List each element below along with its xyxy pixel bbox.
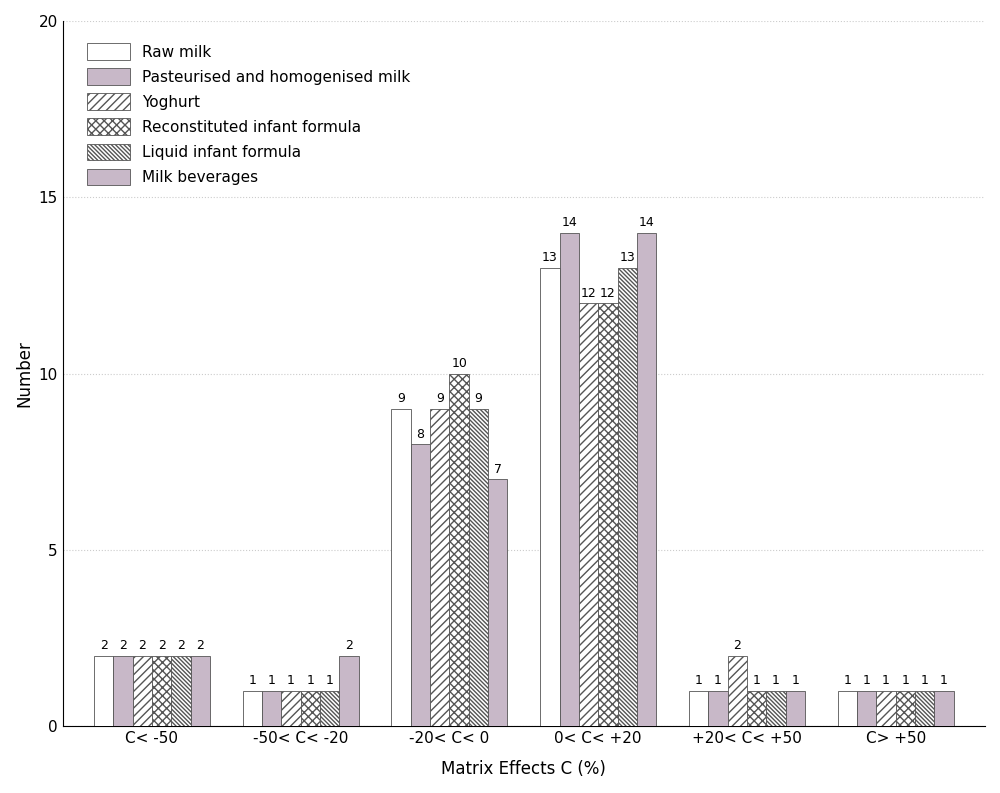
Bar — [391, 409, 411, 726]
Text: 1: 1 — [843, 675, 851, 688]
Text: 2: 2 — [733, 639, 741, 652]
Text: 1: 1 — [326, 675, 334, 688]
Legend: Raw milk, Pasteurised and homogenised milk, Yoghurt, Reconstituted infant formul: Raw milk, Pasteurised and homogenised mi… — [80, 36, 418, 193]
Bar — [598, 303, 618, 726]
Text: 8: 8 — [416, 427, 424, 441]
Text: 2: 2 — [119, 639, 127, 652]
Bar — [896, 691, 915, 726]
Bar — [262, 691, 281, 726]
Bar — [113, 656, 133, 726]
Bar — [838, 691, 857, 726]
Bar — [281, 691, 301, 726]
Bar — [339, 656, 359, 726]
Text: 1: 1 — [791, 675, 799, 688]
Bar — [857, 691, 876, 726]
Bar — [243, 691, 262, 726]
Bar — [728, 656, 747, 726]
Text: 1: 1 — [714, 675, 722, 688]
Bar — [747, 691, 766, 726]
Text: 1: 1 — [772, 675, 780, 688]
Text: 2: 2 — [100, 639, 108, 652]
Text: 13: 13 — [542, 251, 558, 264]
Bar — [560, 232, 579, 726]
Bar — [449, 374, 469, 726]
Bar — [618, 268, 637, 726]
Text: 1: 1 — [863, 675, 871, 688]
Text: 14: 14 — [639, 216, 654, 229]
Text: 10: 10 — [451, 357, 467, 370]
Bar — [579, 303, 598, 726]
Bar — [915, 691, 934, 726]
Bar — [876, 691, 896, 726]
Text: 9: 9 — [436, 393, 444, 405]
Bar — [786, 691, 805, 726]
Bar — [133, 656, 152, 726]
Text: 2: 2 — [196, 639, 204, 652]
Bar — [488, 480, 507, 726]
Text: 1: 1 — [882, 675, 890, 688]
Bar — [94, 656, 113, 726]
Text: 1: 1 — [901, 675, 909, 688]
Text: 1: 1 — [921, 675, 929, 688]
Text: 12: 12 — [581, 286, 596, 300]
Bar — [540, 268, 560, 726]
Bar — [171, 656, 191, 726]
Text: 13: 13 — [619, 251, 635, 264]
Text: 1: 1 — [306, 675, 314, 688]
Text: 9: 9 — [475, 393, 482, 405]
Bar — [766, 691, 786, 726]
Text: 1: 1 — [287, 675, 295, 688]
Text: 12: 12 — [600, 286, 616, 300]
Bar — [191, 656, 210, 726]
Text: 9: 9 — [397, 393, 405, 405]
Text: 1: 1 — [940, 675, 948, 688]
Text: 1: 1 — [248, 675, 256, 688]
Bar — [320, 691, 339, 726]
Bar — [469, 409, 488, 726]
Bar — [430, 409, 449, 726]
Text: 1: 1 — [695, 675, 703, 688]
X-axis label: Matrix Effects C (%): Matrix Effects C (%) — [441, 760, 606, 778]
Text: 1: 1 — [753, 675, 761, 688]
Text: 2: 2 — [138, 639, 146, 652]
Bar — [411, 444, 430, 726]
Bar — [708, 691, 728, 726]
Y-axis label: Number: Number — [15, 340, 33, 407]
Text: 14: 14 — [561, 216, 577, 229]
Bar — [152, 656, 171, 726]
Bar — [934, 691, 954, 726]
Text: 2: 2 — [158, 639, 166, 652]
Text: 1: 1 — [268, 675, 276, 688]
Bar — [689, 691, 708, 726]
Bar — [637, 232, 656, 726]
Text: 2: 2 — [177, 639, 185, 652]
Text: 2: 2 — [345, 639, 353, 652]
Bar — [301, 691, 320, 726]
Text: 7: 7 — [494, 463, 502, 476]
